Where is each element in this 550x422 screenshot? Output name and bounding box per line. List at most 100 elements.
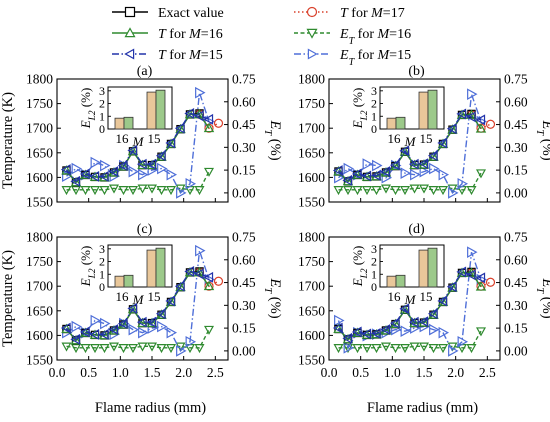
data-point (136, 316, 147, 328)
data-point (371, 344, 382, 354)
series-line (338, 330, 482, 349)
legend-marker (124, 6, 136, 18)
inset-y-tick-label: 1 (99, 109, 105, 123)
data-point (70, 333, 81, 345)
data-point (438, 326, 450, 339)
data-point (61, 165, 72, 175)
data-point (380, 342, 392, 352)
data-point (155, 308, 166, 320)
legend-item: T for M=17 (294, 6, 405, 21)
inset-x-tick-label: 15 (420, 289, 433, 304)
data-point (475, 327, 487, 337)
series-line (66, 92, 210, 195)
data-point (157, 162, 168, 175)
data-point (165, 137, 176, 149)
data-point (155, 150, 166, 162)
data-point (80, 186, 91, 196)
y2-tick-label: 0.30 (232, 140, 256, 155)
inset-y-axis-label: EL2 (%) (350, 246, 370, 288)
data-point (89, 186, 101, 196)
data-point (61, 186, 72, 196)
inset-y-tick-label: 0 (371, 280, 377, 294)
data-point (438, 168, 450, 181)
data-point (361, 170, 372, 182)
data-point (195, 244, 206, 257)
data-point (99, 344, 110, 354)
data-point (127, 144, 138, 156)
data-point (333, 186, 344, 196)
data-point (138, 168, 149, 181)
data-point (108, 184, 120, 194)
y-tick-label: 1800 (298, 72, 325, 87)
data-point (456, 109, 468, 119)
inset-bar (386, 275, 397, 288)
data-point (80, 344, 91, 354)
legend-label: T for M=15 (158, 48, 223, 63)
data-point (156, 151, 167, 161)
data-point (399, 303, 410, 315)
y-tick-label: 1650 (26, 303, 53, 318)
inset-y-tick-label: 2 (99, 255, 105, 269)
data-point (108, 324, 119, 335)
inset-y-tick-label: 3 (371, 242, 377, 256)
data-point (71, 162, 83, 175)
data-point (184, 266, 195, 277)
inset-bar (146, 249, 157, 288)
data-point (418, 317, 430, 327)
data-point (156, 344, 167, 354)
data-point (400, 325, 412, 337)
y2-tick-label: 0.60 (504, 94, 528, 109)
data-point (176, 345, 187, 357)
data-point (475, 169, 487, 179)
data-point (343, 162, 355, 175)
data-point (343, 342, 355, 354)
data-point (390, 344, 401, 354)
data-point (127, 303, 139, 314)
data-point (333, 344, 344, 354)
inset-x-tick-label: 15 (420, 131, 433, 146)
data-point (193, 268, 204, 280)
legend-item: Exact value (112, 6, 224, 21)
data-point (456, 266, 467, 278)
data-point (351, 168, 362, 180)
data-point (79, 168, 90, 180)
data-point (437, 344, 449, 354)
data-point (467, 246, 478, 259)
data-point (437, 186, 449, 196)
y2-axis-label: ET (%) (263, 119, 284, 160)
y2-tick-label: 0.45 (232, 117, 256, 132)
data-point (447, 282, 458, 292)
data-point (79, 326, 90, 338)
data-point (466, 109, 477, 119)
data-point (203, 113, 214, 125)
x-axis-label: Flame radius (mm) (367, 400, 478, 416)
inset-bar (386, 117, 397, 130)
data-point (127, 344, 139, 354)
data-point (89, 171, 101, 181)
series-t-for-m-15 (332, 108, 486, 186)
data-point (203, 122, 215, 133)
data-point (437, 138, 449, 148)
series-line (337, 113, 482, 182)
data-point (118, 319, 129, 329)
data-point (127, 186, 139, 196)
inset-bar (123, 116, 134, 130)
legend-marker (124, 27, 136, 38)
data-point (89, 344, 101, 354)
data-point (157, 320, 168, 333)
data-point (332, 322, 343, 334)
data-point (485, 277, 496, 287)
legend-label: T for M=17 (340, 6, 405, 21)
series-t-for-m-15 (60, 266, 214, 345)
y2-tick-label: 0.60 (232, 94, 256, 109)
data-point (117, 160, 128, 172)
data-point (203, 280, 215, 291)
legend-marker (306, 6, 318, 18)
series-line (65, 112, 210, 183)
data-point (409, 317, 420, 328)
data-point (475, 272, 486, 284)
x-tick-label: 0.5 (80, 365, 97, 380)
data-point (448, 345, 459, 357)
inset-x-tick-label: 15 (148, 131, 161, 146)
